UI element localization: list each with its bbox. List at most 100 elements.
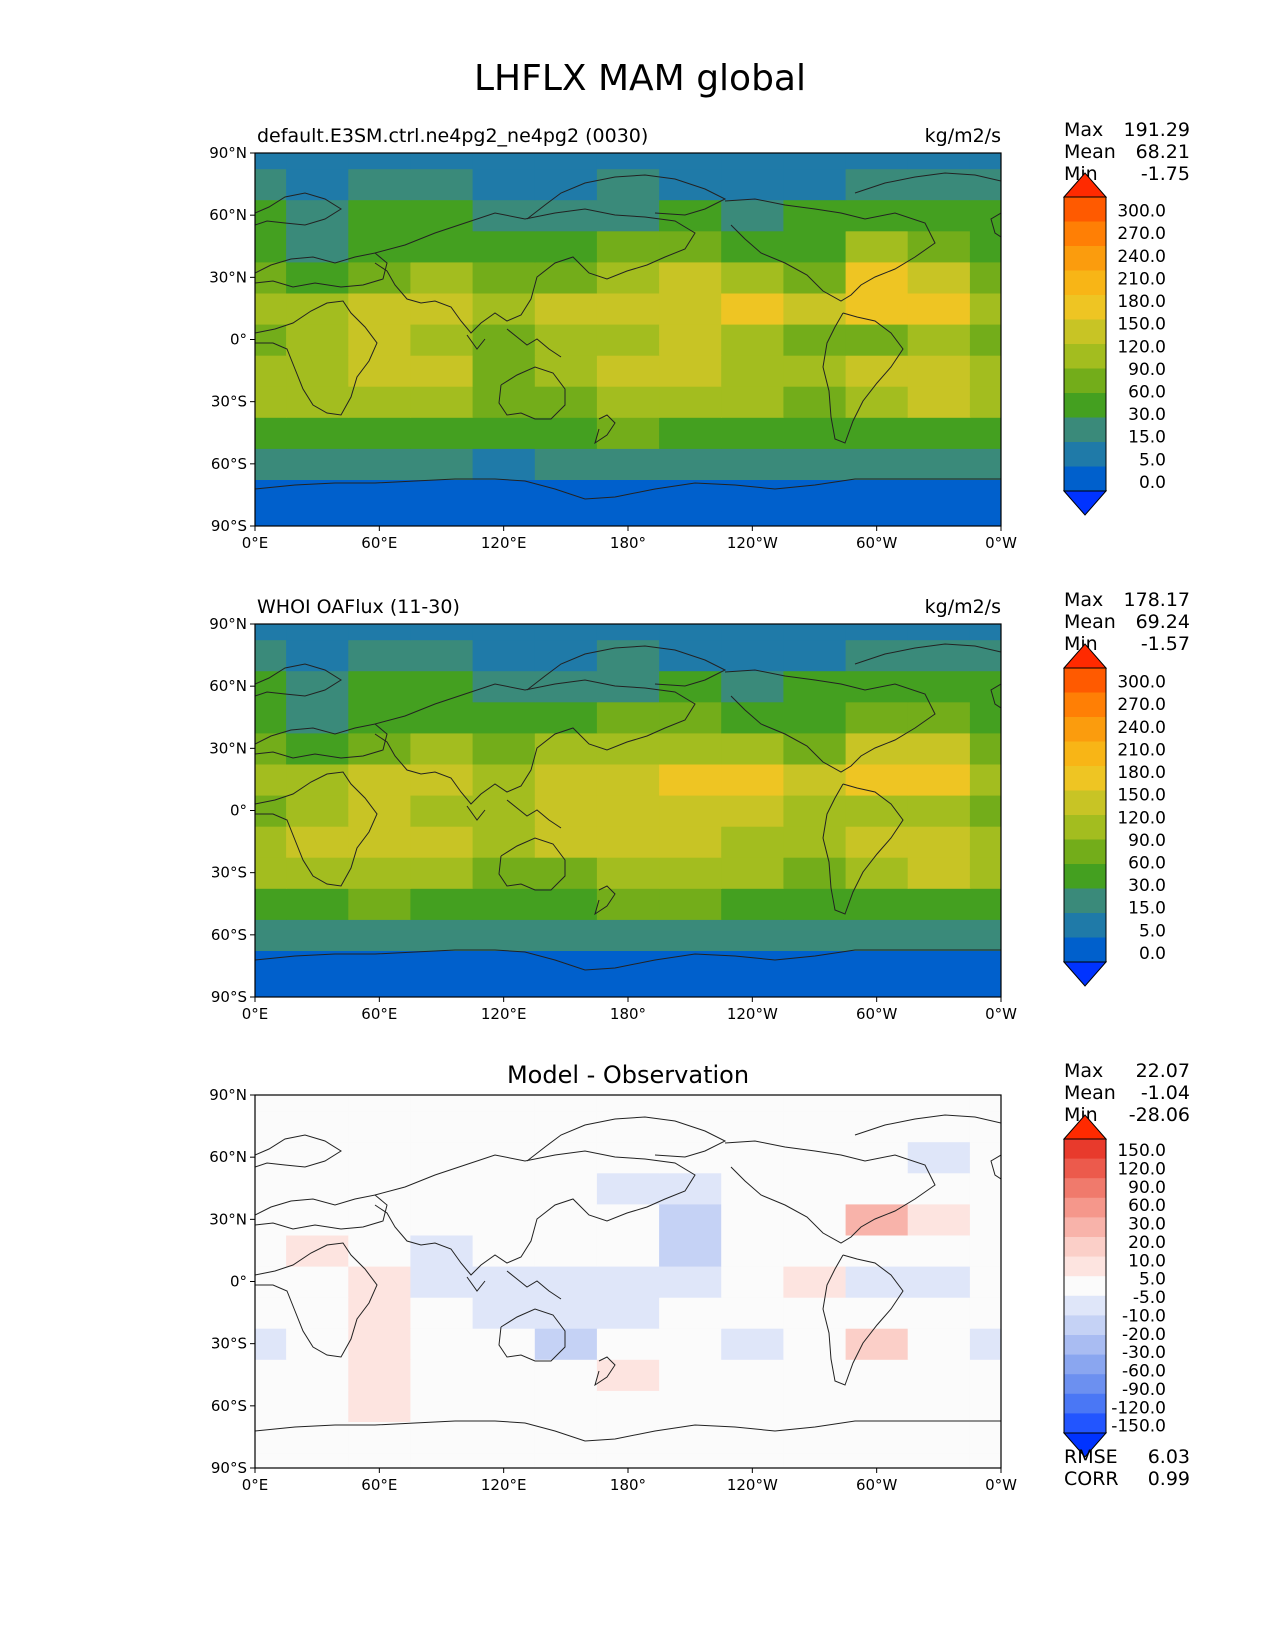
- grid-cell: [348, 261, 412, 294]
- grid-cell: [596, 857, 660, 889]
- grid-cell: [907, 1390, 971, 1422]
- grid-cell: [721, 168, 784, 201]
- grid-cell: [845, 168, 909, 201]
- grid-cell: [783, 888, 847, 920]
- grid-cell: [596, 230, 660, 263]
- grid-cell: [907, 919, 971, 951]
- stats-block: Max 191.29 Mean 68.21 Min -1.75: [1064, 119, 1190, 185]
- grid-cell: [410, 624, 474, 641]
- grid-cell: [596, 1297, 660, 1329]
- grid-cell: [410, 355, 474, 387]
- grid-cell: [721, 1110, 784, 1143]
- grid-cell: [969, 950, 1001, 983]
- lat-tick-label: 30°S: [211, 1335, 247, 1353]
- grid-cell: [721, 479, 784, 512]
- grid-cell: [659, 763, 722, 796]
- lon-tick-label: 0°E: [242, 1005, 269, 1023]
- grid-cell: [845, 1095, 909, 1112]
- grid-cell: [907, 670, 971, 703]
- grid-cell: [907, 1359, 971, 1391]
- colorbar-tick-label: 0.0: [1139, 473, 1166, 493]
- grid-cell: [596, 1359, 660, 1391]
- grid-cell: [596, 510, 660, 526]
- grid-cell: [907, 1110, 971, 1143]
- grid-cell: [472, 199, 536, 232]
- grid-cell: [534, 386, 598, 418]
- stat-value-min: -1.57: [1141, 633, 1190, 655]
- grid-cell: [845, 1266, 909, 1298]
- grid-cell: [659, 1359, 722, 1391]
- grid-cell: [410, 510, 474, 526]
- grid-cell: [255, 1452, 287, 1468]
- grid-cell: [783, 919, 847, 951]
- grid-cell: [472, 417, 536, 449]
- grid-cell: [721, 1266, 784, 1298]
- stat-value-max: 191.29: [1124, 119, 1190, 141]
- grid-cell: [907, 795, 971, 827]
- grid-cell: [255, 1172, 287, 1205]
- grid-cell: [534, 763, 598, 796]
- grid-cell: [907, 230, 971, 263]
- grid-cell: [472, 1390, 536, 1422]
- grid-cell: [410, 1095, 474, 1112]
- grid-cell: [255, 639, 287, 672]
- grid-cell: [969, 1328, 1001, 1360]
- grid-cell: [596, 168, 660, 201]
- grid-cell: [845, 1110, 909, 1143]
- grid-cell: [410, 981, 474, 997]
- colorbar-tick-label: 5.0: [1139, 921, 1166, 941]
- grid-cell: [969, 888, 1001, 920]
- grid-cell: [659, 1234, 722, 1267]
- grid-cell: [783, 1421, 847, 1454]
- grid-cell: [286, 1297, 349, 1329]
- lat-tick-label: 90°N: [209, 1086, 247, 1104]
- grid-cell: [255, 795, 287, 827]
- lon-tick-label: 120°W: [727, 1005, 778, 1023]
- grid-cell: [255, 324, 287, 356]
- colorbar-band: [1064, 417, 1106, 443]
- grid-cell: [286, 763, 349, 796]
- grid-cell: [472, 857, 536, 889]
- grid-cell: [969, 763, 1001, 796]
- grid-cell: [348, 1234, 412, 1267]
- grid-cell: [410, 1359, 474, 1391]
- grid-cell: [721, 386, 784, 418]
- colorbar-band: [1064, 692, 1106, 718]
- grid-cell: [659, 826, 722, 858]
- grid-cell: [783, 1452, 847, 1468]
- colorbar-band: [1064, 246, 1106, 271]
- grid-cell: [286, 386, 349, 418]
- grid-cell: [721, 1234, 784, 1267]
- grid-cell: [596, 1452, 660, 1468]
- grid-cell: [596, 919, 660, 951]
- grid-cell: [286, 701, 349, 734]
- grid-cell: [472, 355, 536, 387]
- grid-cell: [596, 701, 660, 734]
- grid-cell: [907, 479, 971, 512]
- grid-cell: [596, 1328, 660, 1360]
- colorbar-tick-label: 210.0: [1117, 269, 1166, 289]
- colorbar-tick-label: -5.0: [1133, 1288, 1166, 1308]
- grid-cell: [783, 1203, 847, 1236]
- colorbar-band: [1064, 1256, 1106, 1277]
- panel-obs: WHOI OAFlux (11-30) kg/m2/s 90°N 60°N 30°N…: [209, 589, 1190, 1023]
- grid-cell: [255, 763, 287, 796]
- grid-cell: [596, 386, 660, 418]
- grid-cell: [472, 1203, 536, 1236]
- grid-cell: [969, 292, 1001, 325]
- grid-cell: [410, 199, 474, 232]
- grid-cell: [969, 670, 1001, 703]
- grid-cell: [348, 1141, 412, 1174]
- grid-cell: [255, 510, 287, 526]
- grid-cell: [969, 1452, 1001, 1468]
- stats-block: Max 22.07 Mean -1.04 Min -28.06: [1064, 1060, 1190, 1126]
- grid-cell: [659, 479, 722, 512]
- grid-cell: [845, 1141, 909, 1174]
- grid-cell: [907, 355, 971, 387]
- colorbar-tick-label: 30.0: [1128, 1215, 1166, 1235]
- colorbar-band: [1064, 197, 1106, 222]
- grid-cell: [596, 1203, 660, 1236]
- grid-cell: [783, 701, 847, 734]
- grid-cell: [348, 919, 412, 951]
